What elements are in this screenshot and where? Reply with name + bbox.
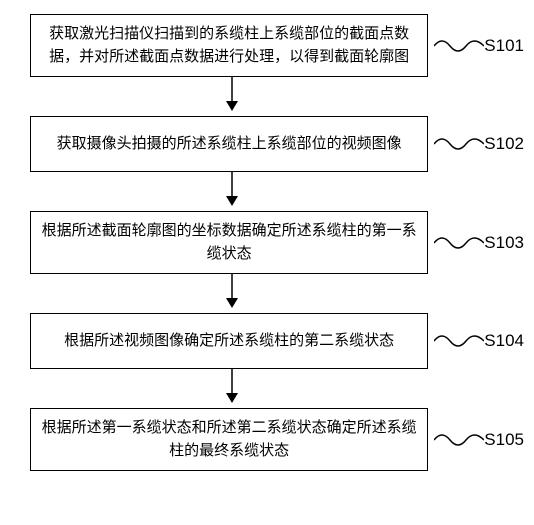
flow-arrow [222, 172, 242, 211]
arrow-down-icon [222, 369, 242, 403]
flow-step-row: 根据所述截面轮廓图的坐标数据确定所述系缆柱的第一系缆状态 S103 [10, 211, 524, 274]
flow-arrow [222, 274, 242, 313]
flow-step-text: 根据所述视频图像确定所述系缆柱的第二系缆状态 [64, 330, 394, 353]
connector-squiggly-icon [434, 331, 484, 351]
flow-step-label: S103 [434, 233, 524, 253]
flow-step-text: 根据所述第一系缆状态和所述第二系缆状态确定所述系缆柱的最终系缆状态 [41, 417, 417, 462]
step-label-text: S102 [484, 134, 524, 154]
flow-step-label: S104 [434, 331, 524, 351]
flow-step-text: 获取摄像头拍摄的所述系缆柱上系缆部位的视频图像 [57, 133, 402, 156]
arrow-down-icon [222, 274, 242, 308]
flow-step-label: S102 [434, 134, 524, 154]
flow-step-box: 获取激光扫描仪扫描到的系缆柱上系缆部位的截面点数据，并对所述截面点数据进行处理，… [30, 14, 428, 77]
flow-step-text: 获取激光扫描仪扫描到的系缆柱上系缆部位的截面点数据，并对所述截面点数据进行处理，… [41, 23, 417, 68]
flow-step-box: 根据所述视频图像确定所述系缆柱的第二系缆状态 [30, 313, 428, 369]
step-label-text: S105 [484, 430, 524, 450]
flow-step-label: S101 [434, 36, 524, 56]
flow-step-text: 根据所述截面轮廓图的坐标数据确定所述系缆柱的第一系缆状态 [41, 220, 417, 265]
connector-squiggly-icon [434, 36, 484, 56]
step-label-text: S101 [484, 36, 524, 56]
flow-step-row: 获取激光扫描仪扫描到的系缆柱上系缆部位的截面点数据，并对所述截面点数据进行处理，… [10, 14, 524, 77]
flow-step-row: 根据所述第一系缆状态和所述第二系缆状态确定所述系缆柱的最终系缆状态 S105 [10, 408, 524, 471]
flow-step-row: 根据所述视频图像确定所述系缆柱的第二系缆状态 S104 [10, 313, 524, 369]
flowchart-container: 获取激光扫描仪扫描到的系缆柱上系缆部位的截面点数据，并对所述截面点数据进行处理，… [10, 14, 524, 471]
arrow-down-icon [222, 77, 242, 111]
flow-step-box: 根据所述第一系缆状态和所述第二系缆状态确定所述系缆柱的最终系缆状态 [30, 408, 428, 471]
flow-step-box: 根据所述截面轮廓图的坐标数据确定所述系缆柱的第一系缆状态 [30, 211, 428, 274]
step-label-text: S103 [484, 233, 524, 253]
flow-step-row: 获取摄像头拍摄的所述系缆柱上系缆部位的视频图像 S102 [10, 116, 524, 172]
connector-squiggly-icon [434, 134, 484, 154]
arrow-down-icon [222, 172, 242, 206]
flow-arrow [222, 77, 242, 116]
connector-squiggly-icon [434, 430, 484, 450]
flow-arrow [222, 369, 242, 408]
step-label-text: S104 [484, 331, 524, 351]
flow-step-box: 获取摄像头拍摄的所述系缆柱上系缆部位的视频图像 [30, 116, 428, 172]
connector-squiggly-icon [434, 233, 484, 253]
flow-step-label: S105 [434, 430, 524, 450]
